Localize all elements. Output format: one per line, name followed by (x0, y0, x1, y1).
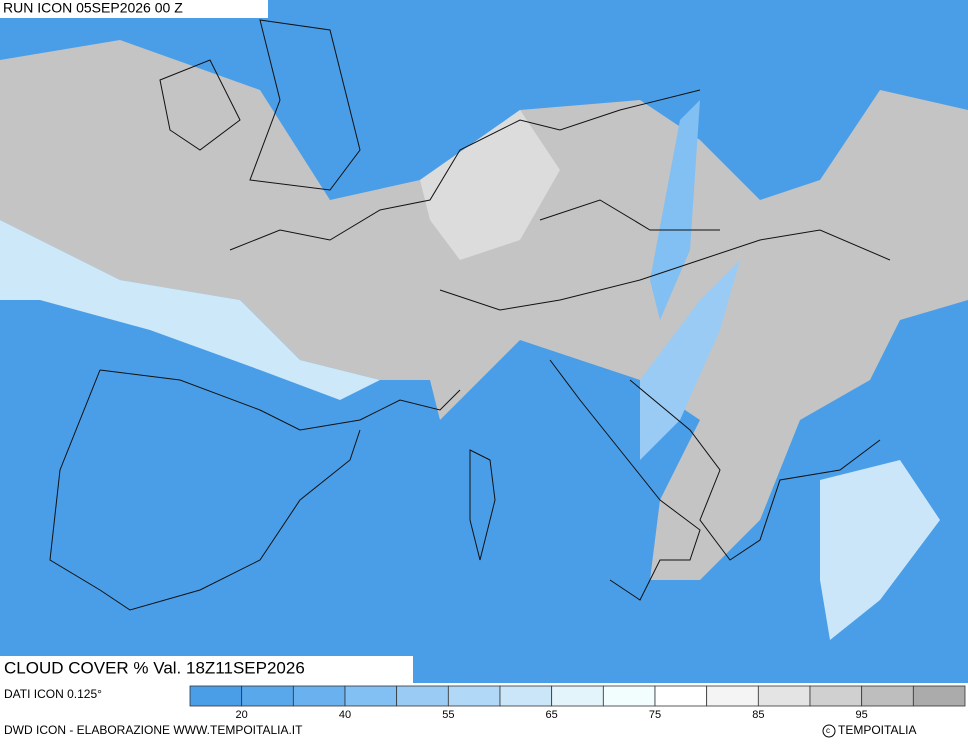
colorbar-label: 20 (236, 709, 248, 721)
coastline-north (229, 89, 701, 251)
colorbar-box (706, 685, 759, 707)
colorbar-box (809, 685, 863, 707)
coastline-italy (549, 359, 701, 601)
credit: DWD ICON - ELABORAZIONE WWW.TEMPOITALIA.… (4, 723, 303, 737)
cloud-thin (640, 260, 740, 460)
cloud-thin (0, 220, 380, 400)
colorbar-box (344, 685, 398, 707)
colorbar-box (654, 685, 708, 707)
colorbar-box (551, 685, 604, 707)
colorbar-label: 95 (856, 709, 868, 721)
copyright: TEMPOITALIA (838, 723, 916, 737)
title-box (0, 656, 413, 683)
colorbar-box (447, 685, 501, 707)
source-label: DATI ICON 0.125° (4, 687, 102, 701)
colorbar-box (757, 685, 811, 707)
colorbar-label: 65 (546, 709, 558, 721)
colorbar-box (292, 685, 346, 707)
copyright-symbol (822, 724, 836, 738)
map-title: CLOUD COVER % Val. 18Z11SEP2026 (4, 658, 305, 677)
colorbar: 20 40 55 65 75 85 95 (189, 685, 966, 721)
borders (439, 199, 891, 311)
header-box (0, 0, 268, 18)
coastlines (49, 19, 891, 611)
colorbar-box (861, 685, 914, 707)
cloud-gap (650, 100, 700, 320)
coastline-british-isles (159, 19, 361, 191)
copyright-c: c (826, 726, 830, 735)
colorbar-box (241, 685, 294, 707)
colorbar-box (189, 685, 243, 707)
map (0, 0, 968, 683)
colorbar-box (396, 685, 449, 707)
colorbar-label: 85 (752, 709, 764, 721)
colorbar-label: 75 (649, 709, 661, 721)
run-label: RUN ICON 05SEP2026 00 Z (3, 0, 183, 16)
cloud-mass (0, 40, 968, 580)
colorbar-label: 55 (442, 709, 454, 721)
colorbar-label: 40 (339, 709, 351, 721)
cloud-thin (820, 460, 940, 640)
coastline-iberia (49, 369, 461, 611)
coastline-corsica-sardinia (469, 449, 496, 561)
colorbar-box (912, 685, 966, 707)
cloud-mass-light (420, 110, 560, 260)
colorbar-box (499, 685, 553, 707)
colorbar-box (602, 685, 656, 707)
coastline-balkans (629, 379, 881, 561)
